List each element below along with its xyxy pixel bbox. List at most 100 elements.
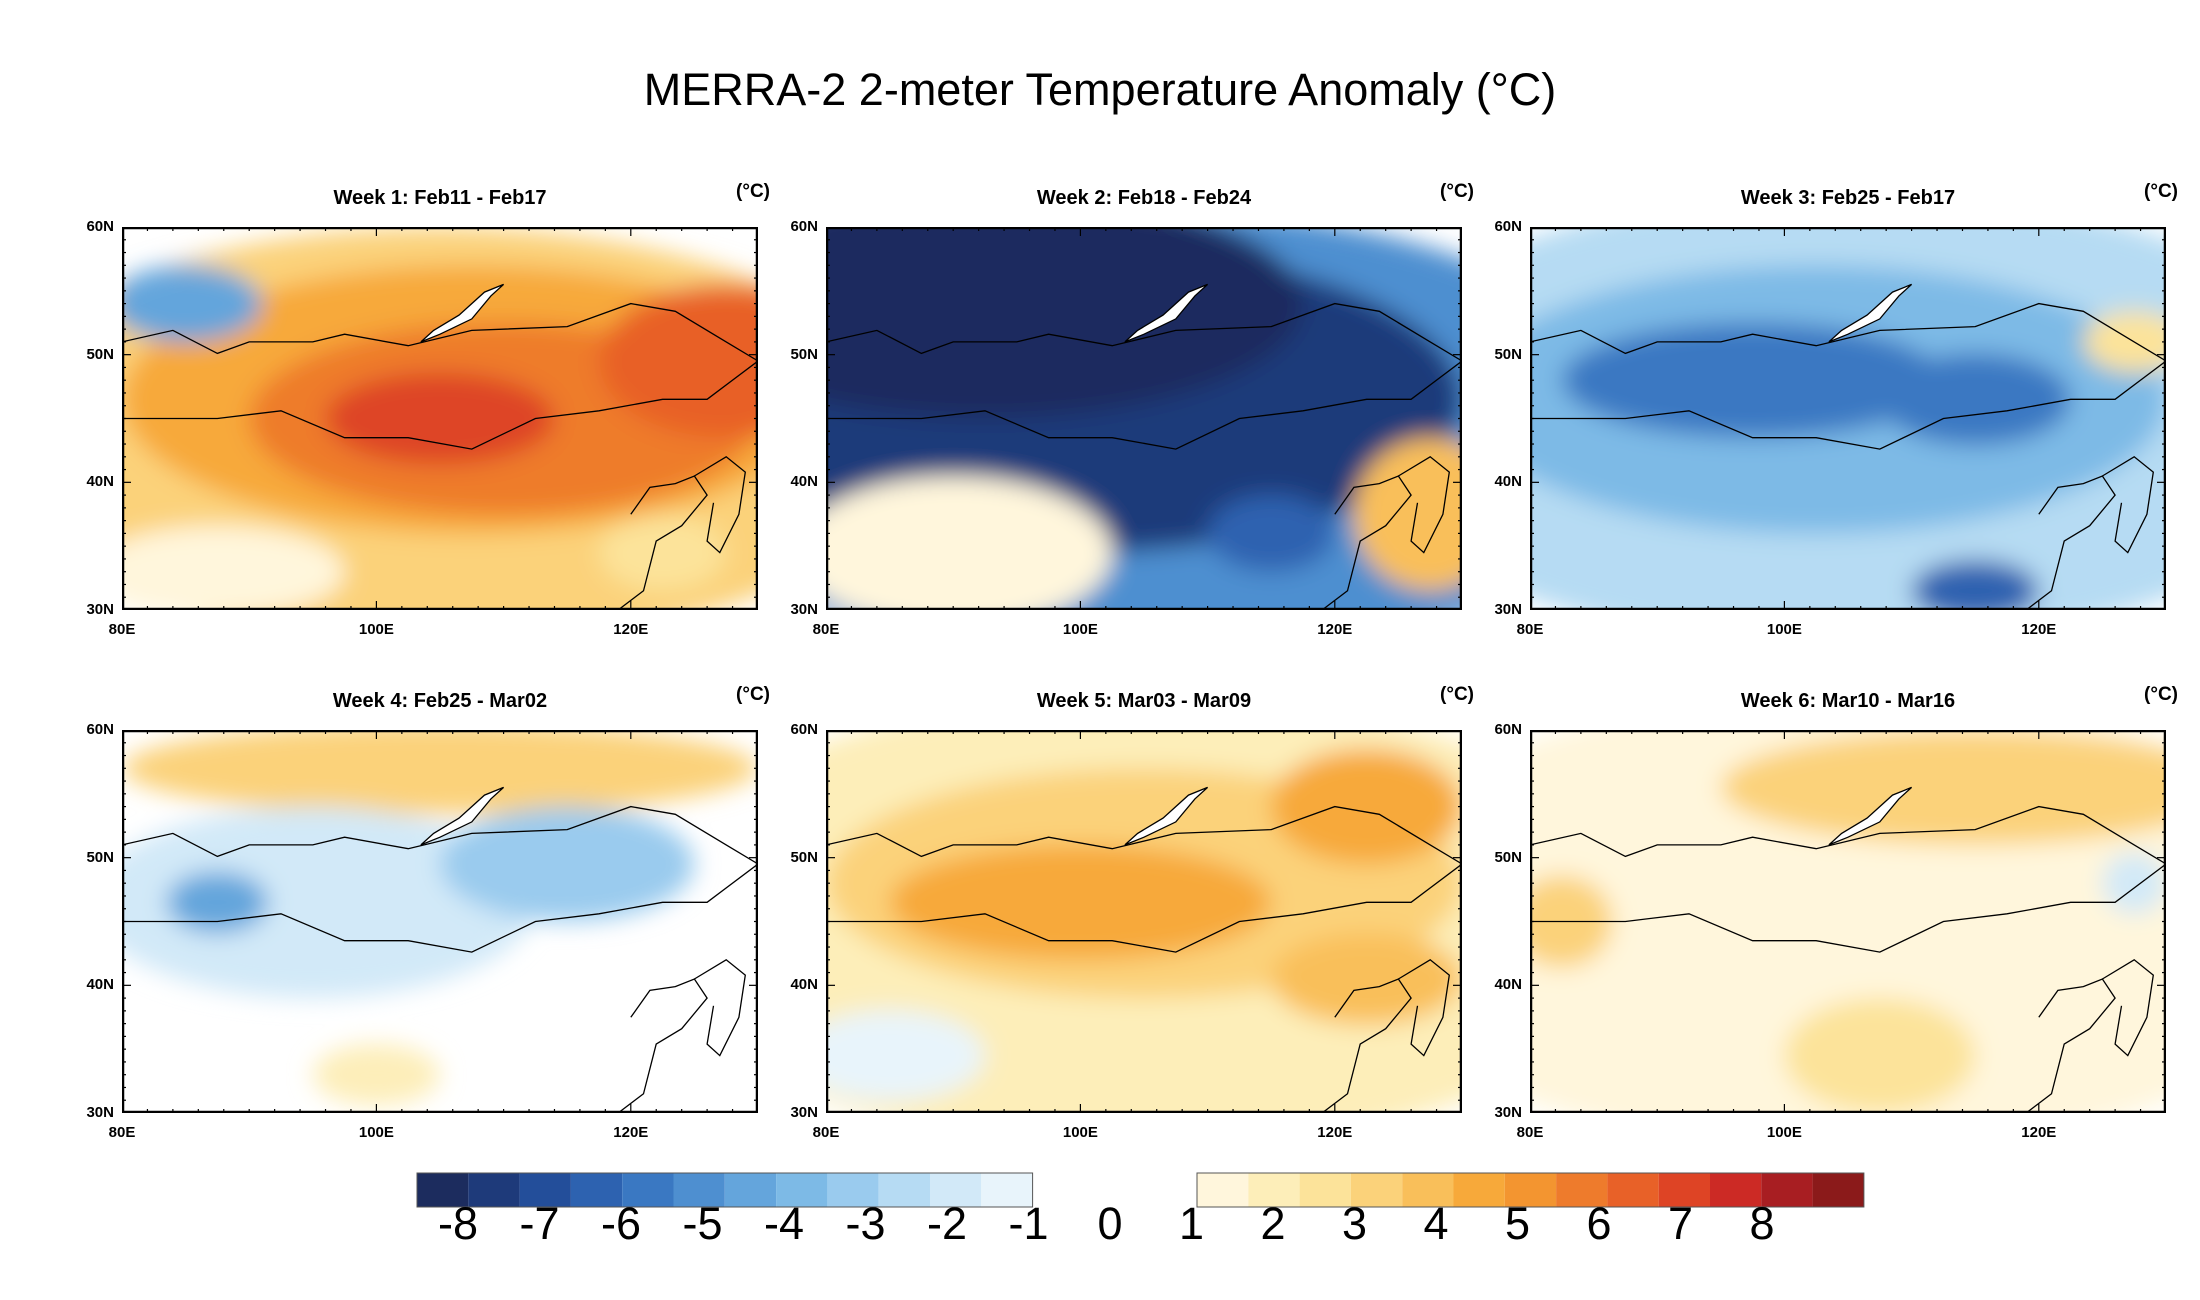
- border-line: [122, 302, 758, 450]
- coastline: [1398, 959, 1450, 1057]
- border-line: [1530, 805, 2166, 953]
- panel-title: Week 5: Mar03 - Mar09: [1036, 690, 1252, 712]
- latitude-label: 60N: [86, 218, 114, 235]
- anomaly-region: [826, 227, 1303, 419]
- lake-outline: [1124, 283, 1209, 343]
- colorbar-tick-label: 3: [1341, 1198, 1368, 1249]
- lake-outline: [1828, 283, 1913, 343]
- unit-label: (°C): [736, 684, 770, 705]
- anomaly-field: [1530, 227, 2166, 610]
- anomaly-region: [312, 1044, 440, 1106]
- latitude-label: 40N: [1494, 976, 1522, 994]
- lake-outline: [420, 283, 505, 343]
- unit-label: (°C): [1440, 684, 1474, 705]
- colorbar-tick-label: -4: [763, 1198, 804, 1249]
- temperature-anomaly-map: [826, 730, 1462, 1113]
- anomaly-region: [1353, 437, 1462, 591]
- lake-outline: [1828, 786, 1913, 846]
- coastline: [694, 456, 746, 554]
- coastline: [1321, 978, 1412, 1113]
- anomaly-region: [599, 514, 727, 591]
- latitude-label: 30N: [790, 601, 818, 618]
- colorbar-tick-label: 6: [1586, 1198, 1612, 1249]
- border-line: [826, 302, 1462, 450]
- unit-label: (°C): [1440, 181, 1474, 202]
- anomaly-region: [440, 806, 695, 922]
- map-panel-week-6: Week 6: Mar10 - Mar16 (°C) 60N 50N 40N 30N 8…: [1494, 684, 2178, 1141]
- colorbar-tick-label: -3: [845, 1198, 886, 1249]
- axis-ticks: [826, 730, 1462, 1113]
- latitude-label: 40N: [790, 473, 818, 491]
- latitude-label: 40N: [790, 976, 818, 994]
- map-panel-week-5: Week 5: Mar03 - Mar09 (°C) 60N 50N 40N 30N 8…: [790, 684, 1474, 1141]
- latitude-label: 40N: [86, 473, 114, 491]
- latitude-label: 60N: [790, 218, 818, 235]
- colorbar-warm-swatch: [1812, 1173, 1864, 1207]
- anomaly-region: [2102, 852, 2166, 914]
- latitude-label: 30N: [790, 1104, 818, 1121]
- latitude-label: 60N: [790, 721, 818, 738]
- latitude-label: 50N: [1494, 345, 1522, 363]
- anomaly-region: [599, 284, 758, 438]
- anomaly-region: [2083, 311, 2166, 373]
- latitude-label: 40N: [86, 976, 114, 994]
- colorbar-tick-label: -6: [600, 1198, 641, 1249]
- colorbar-tick-label: 8: [1749, 1198, 1775, 1249]
- map-panel-week-4: Week 4: Feb25 - Mar02 (°C) 60N 50N 40N 30N 8…: [86, 684, 770, 1141]
- panel-title: Week 4: Feb25 - Mar02: [332, 690, 548, 712]
- anomaly-region: [1911, 560, 2039, 610]
- axis-ticks: [122, 730, 758, 1113]
- unit-label: (°C): [2144, 181, 2178, 202]
- coastline: [694, 959, 746, 1057]
- longitude-label: 120E: [613, 621, 649, 638]
- latitude-label: 30N: [86, 1104, 114, 1121]
- latitude-label: 60N: [86, 721, 114, 738]
- longitude-label: 100E: [1062, 1124, 1098, 1141]
- colorbar-tick-label: -5: [682, 1198, 723, 1249]
- colorbar-tick-label: -2: [926, 1198, 967, 1249]
- anomaly-region: [122, 730, 758, 815]
- latitude-label: 40N: [1494, 473, 1522, 491]
- latitude-label: 50N: [86, 345, 114, 363]
- panel-title: Week 1: Feb11 - Feb17: [333, 187, 547, 209]
- anomaly-region: [1720, 730, 2166, 845]
- panel-title: Week 3: Feb25 - Feb17: [1740, 187, 1956, 209]
- longitude-label: 80E: [108, 1124, 136, 1141]
- coastline: [617, 475, 708, 610]
- colorbar-tick-label: 5: [1504, 1198, 1531, 1249]
- anomaly-region: [325, 372, 555, 465]
- axis-ticks: [826, 227, 1462, 610]
- anomaly-region: [1561, 322, 1944, 438]
- anomaly-region: [122, 806, 536, 999]
- temperature-anomaly-map: [1530, 730, 2166, 1113]
- longitude-label: 120E: [613, 1124, 649, 1141]
- longitude-label: 100E: [358, 1124, 394, 1141]
- temperature-anomaly-map: [122, 227, 758, 610]
- longitude-label: 100E: [1766, 621, 1802, 638]
- latitude-label: 30N: [1494, 1104, 1522, 1121]
- longitude-label: 120E: [1317, 1124, 1353, 1141]
- colorbar-tick-label: -1: [1008, 1198, 1049, 1249]
- temperature-anomaly-map: [826, 227, 1462, 610]
- anomaly-region: [1784, 998, 1976, 1113]
- anomaly-region: [826, 1009, 985, 1102]
- colorbar-tick-label: 2: [1260, 1198, 1286, 1249]
- longitude-label: 100E: [358, 621, 394, 638]
- map-panel-week-3: Week 3: Feb25 - Feb17 (°C) 60N 50N 40N 30N 8…: [1494, 181, 2178, 638]
- latitude-label: 50N: [1494, 848, 1522, 866]
- anomaly-field: [826, 730, 1462, 1113]
- anomaly-region: [1271, 932, 1462, 1025]
- longitude-label: 120E: [2021, 621, 2057, 638]
- colorbar-tick-label: 0: [1097, 1198, 1123, 1249]
- axis-ticks: [1530, 227, 2166, 610]
- axis-ticks: [122, 227, 758, 610]
- anomaly-field: [122, 227, 758, 610]
- colorbar-tick-label: -8: [437, 1198, 478, 1249]
- longitude-label: 120E: [2021, 1124, 2057, 1141]
- panel-title: Week 2: Feb18 - Feb24: [1036, 187, 1252, 209]
- anomaly-region: [122, 525, 345, 610]
- unit-label: (°C): [736, 181, 770, 202]
- map-panel-week-2: Week 2: Feb18 - Feb24 (°C) 60N 50N 40N 30N 8…: [790, 181, 1474, 638]
- longitude-label: 100E: [1062, 621, 1098, 638]
- anomaly-field: [826, 227, 1462, 610]
